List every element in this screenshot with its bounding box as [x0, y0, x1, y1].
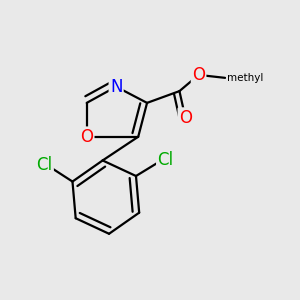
Text: Cl: Cl	[36, 156, 52, 174]
Text: Cl: Cl	[158, 151, 173, 169]
Text: methyl: methyl	[226, 73, 263, 83]
Text: O: O	[179, 109, 192, 127]
Text: N: N	[110, 78, 122, 96]
Text: O: O	[192, 66, 205, 84]
Text: O: O	[80, 128, 93, 146]
